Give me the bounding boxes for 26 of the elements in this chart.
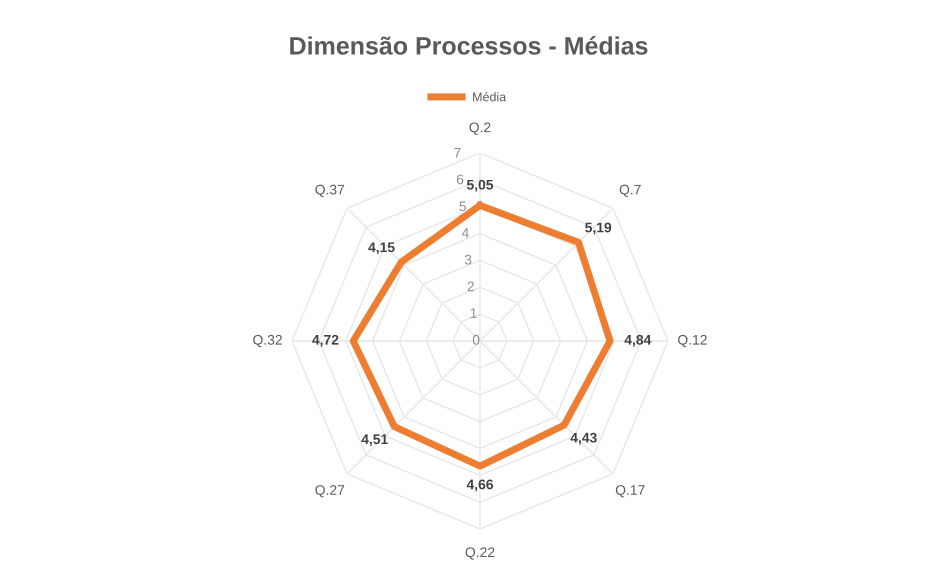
spoke-label: Q.17: [616, 485, 645, 498]
spoke-label: Q.12: [678, 334, 707, 348]
text: 4,66: [466, 479, 494, 492]
y-tick-label: 6: [456, 174, 464, 184]
text: 5,19: [585, 222, 612, 234]
y-tick-label: 5: [459, 201, 466, 212]
chart-title: Dimensão Processos - Médias: [290, 36, 648, 55]
y-tick-label: 0: [472, 334, 480, 345]
text: 5,05: [466, 180, 494, 192]
y-tick-label: 3: [464, 254, 472, 265]
spoke-label: Q.22: [466, 547, 494, 560]
text: 4,72: [312, 334, 338, 347]
spoke-label: Q.27: [315, 485, 344, 498]
legend-label: Média: [473, 92, 506, 102]
spoke-label: Q.2: [469, 122, 490, 135]
text: 4,43: [570, 432, 597, 445]
text: 4,84: [624, 334, 652, 347]
text: 4,51: [361, 434, 388, 446]
spoke-label: Q.37: [315, 184, 344, 197]
text: 4,15: [368, 242, 395, 254]
spoke-label: Q.7: [620, 184, 641, 197]
spoke-label: Q.32: [253, 334, 282, 348]
y-tick-label: 4: [462, 228, 469, 238]
y-tick-label: 7: [454, 148, 461, 158]
y-tick-label: 2: [468, 281, 474, 292]
y-tick-label: 1: [470, 308, 477, 318]
